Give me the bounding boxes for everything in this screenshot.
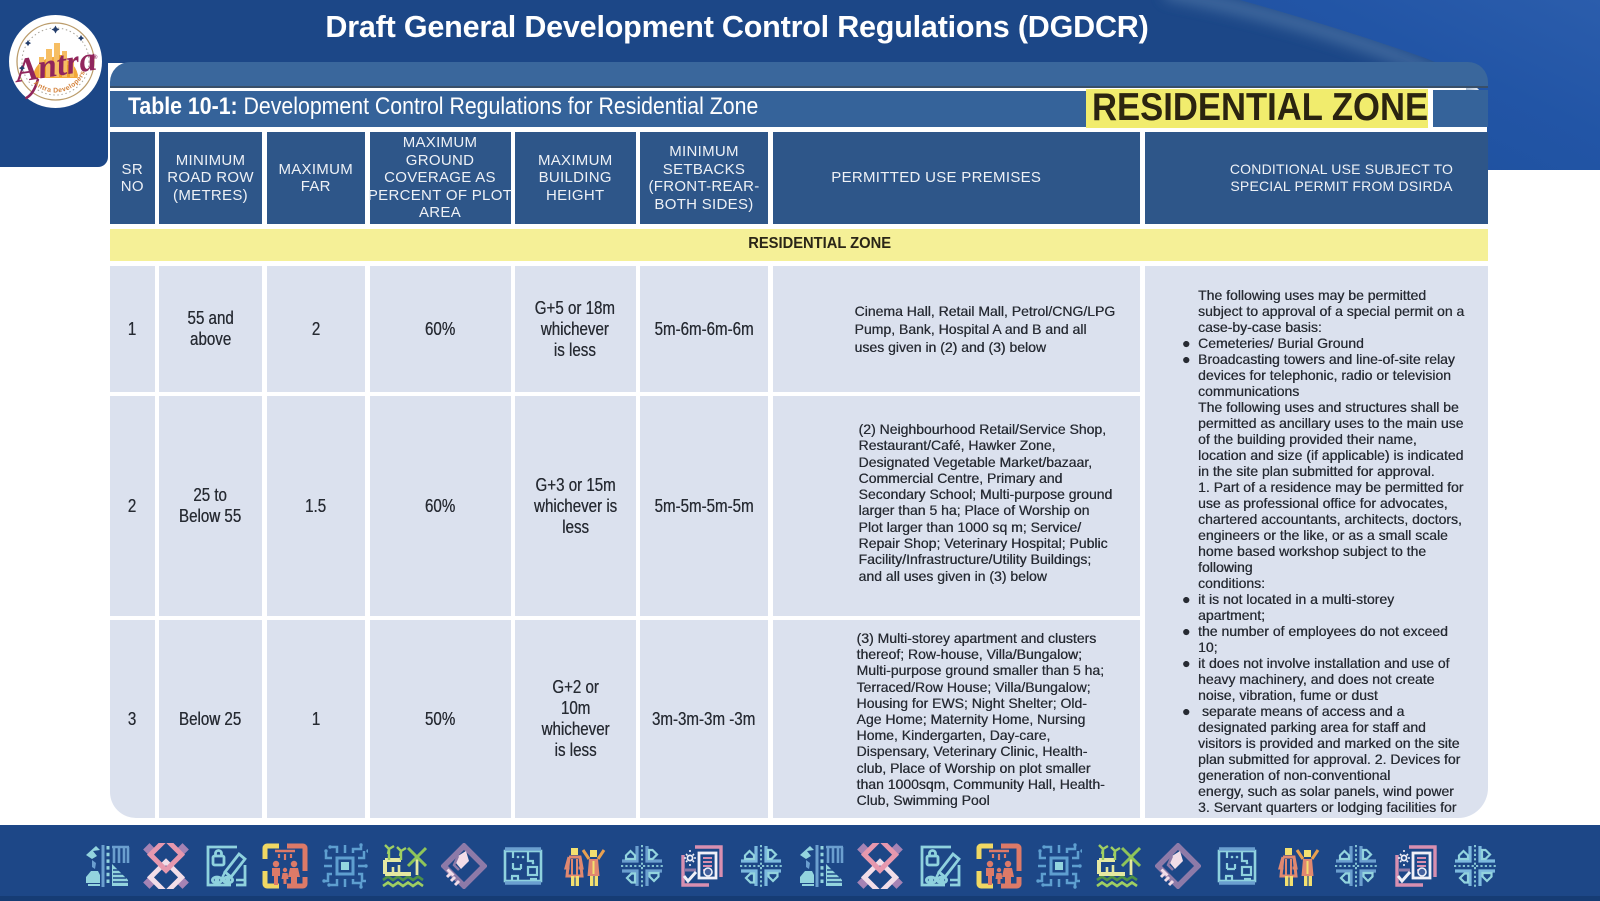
svg-text:®: ®: [93, 54, 98, 61]
